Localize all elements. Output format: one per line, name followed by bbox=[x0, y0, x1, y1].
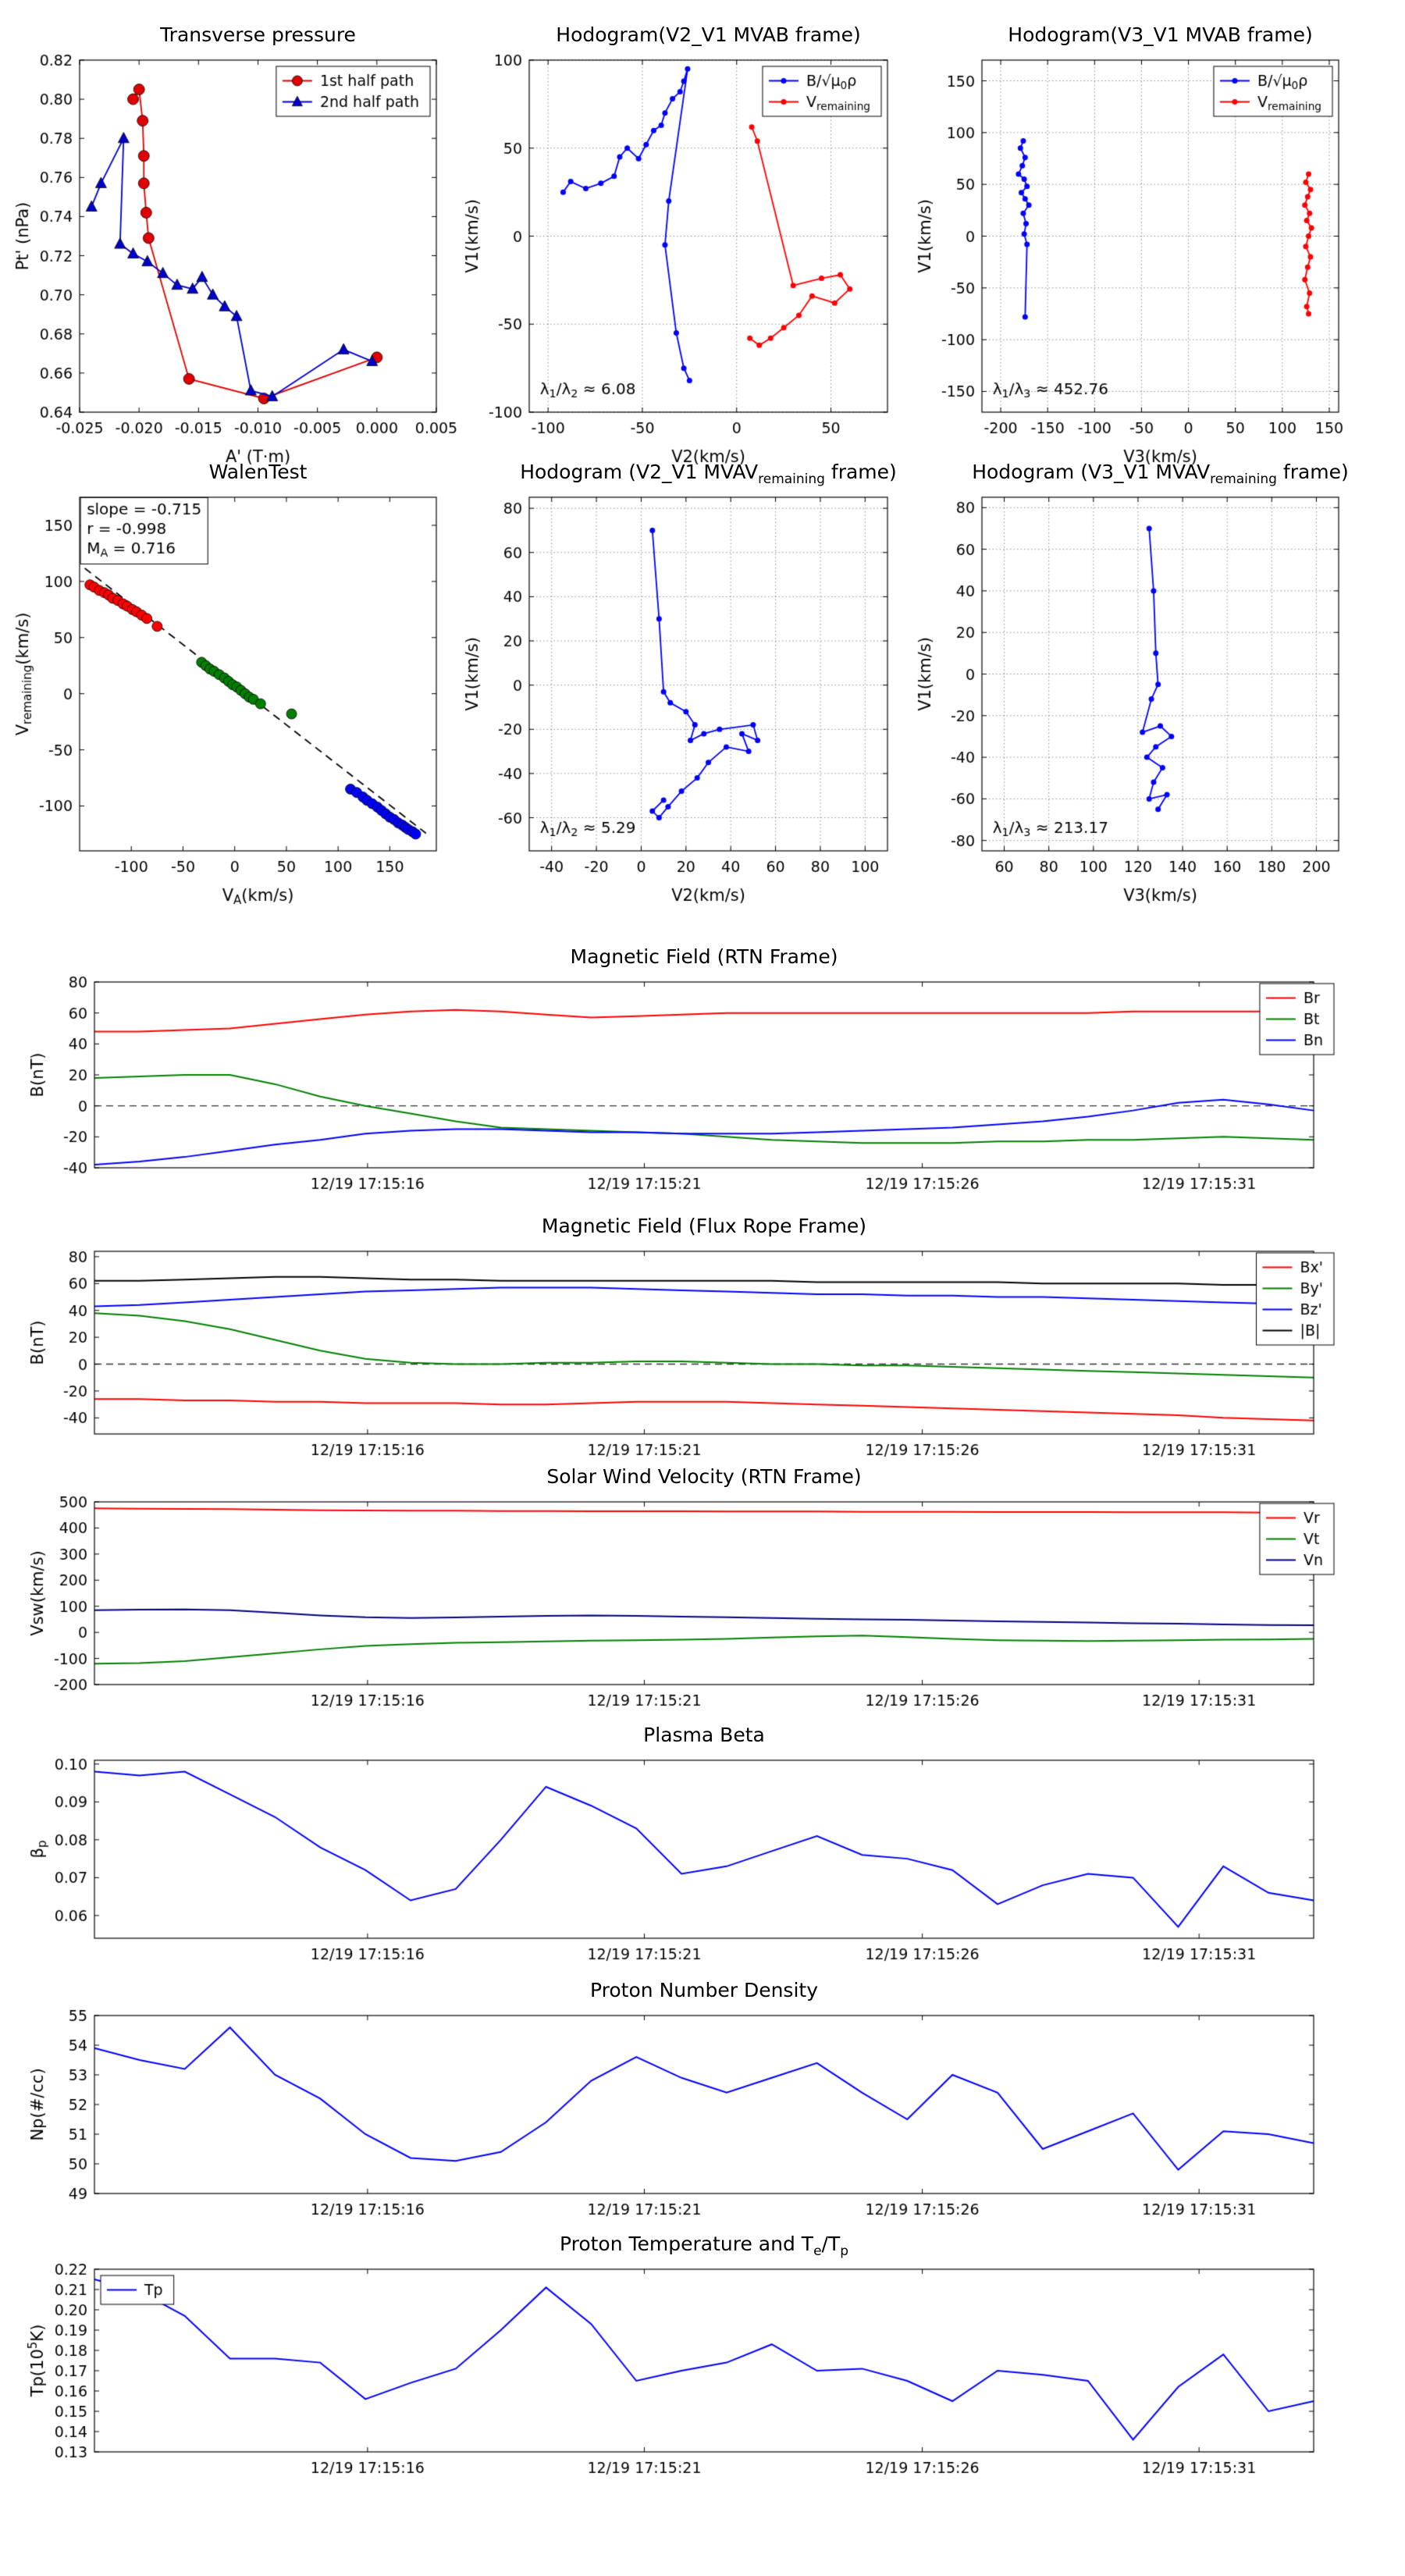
hodogram-v3v1-mvav-plot bbox=[908, 457, 1376, 912]
plasma-beta-plot bbox=[20, 1720, 1351, 1999]
hodogram-v2v1-mvab-plot bbox=[455, 20, 925, 473]
magnetic-field-rtn-plot bbox=[20, 941, 1351, 1229]
magnetic-field-flux-rope-plot bbox=[20, 1211, 1351, 1495]
hodogram-v3v1-mvab-plot bbox=[908, 20, 1376, 473]
proton-density-plot bbox=[20, 1975, 1351, 2254]
transverse-pressure-plot bbox=[5, 20, 474, 473]
hodogram-v2v1-mvav-plot bbox=[455, 457, 925, 912]
proton-temperature-plot bbox=[20, 2229, 1351, 2513]
solar-wind-velocity-plot bbox=[20, 1461, 1351, 1745]
walen-test-plot bbox=[5, 457, 474, 912]
